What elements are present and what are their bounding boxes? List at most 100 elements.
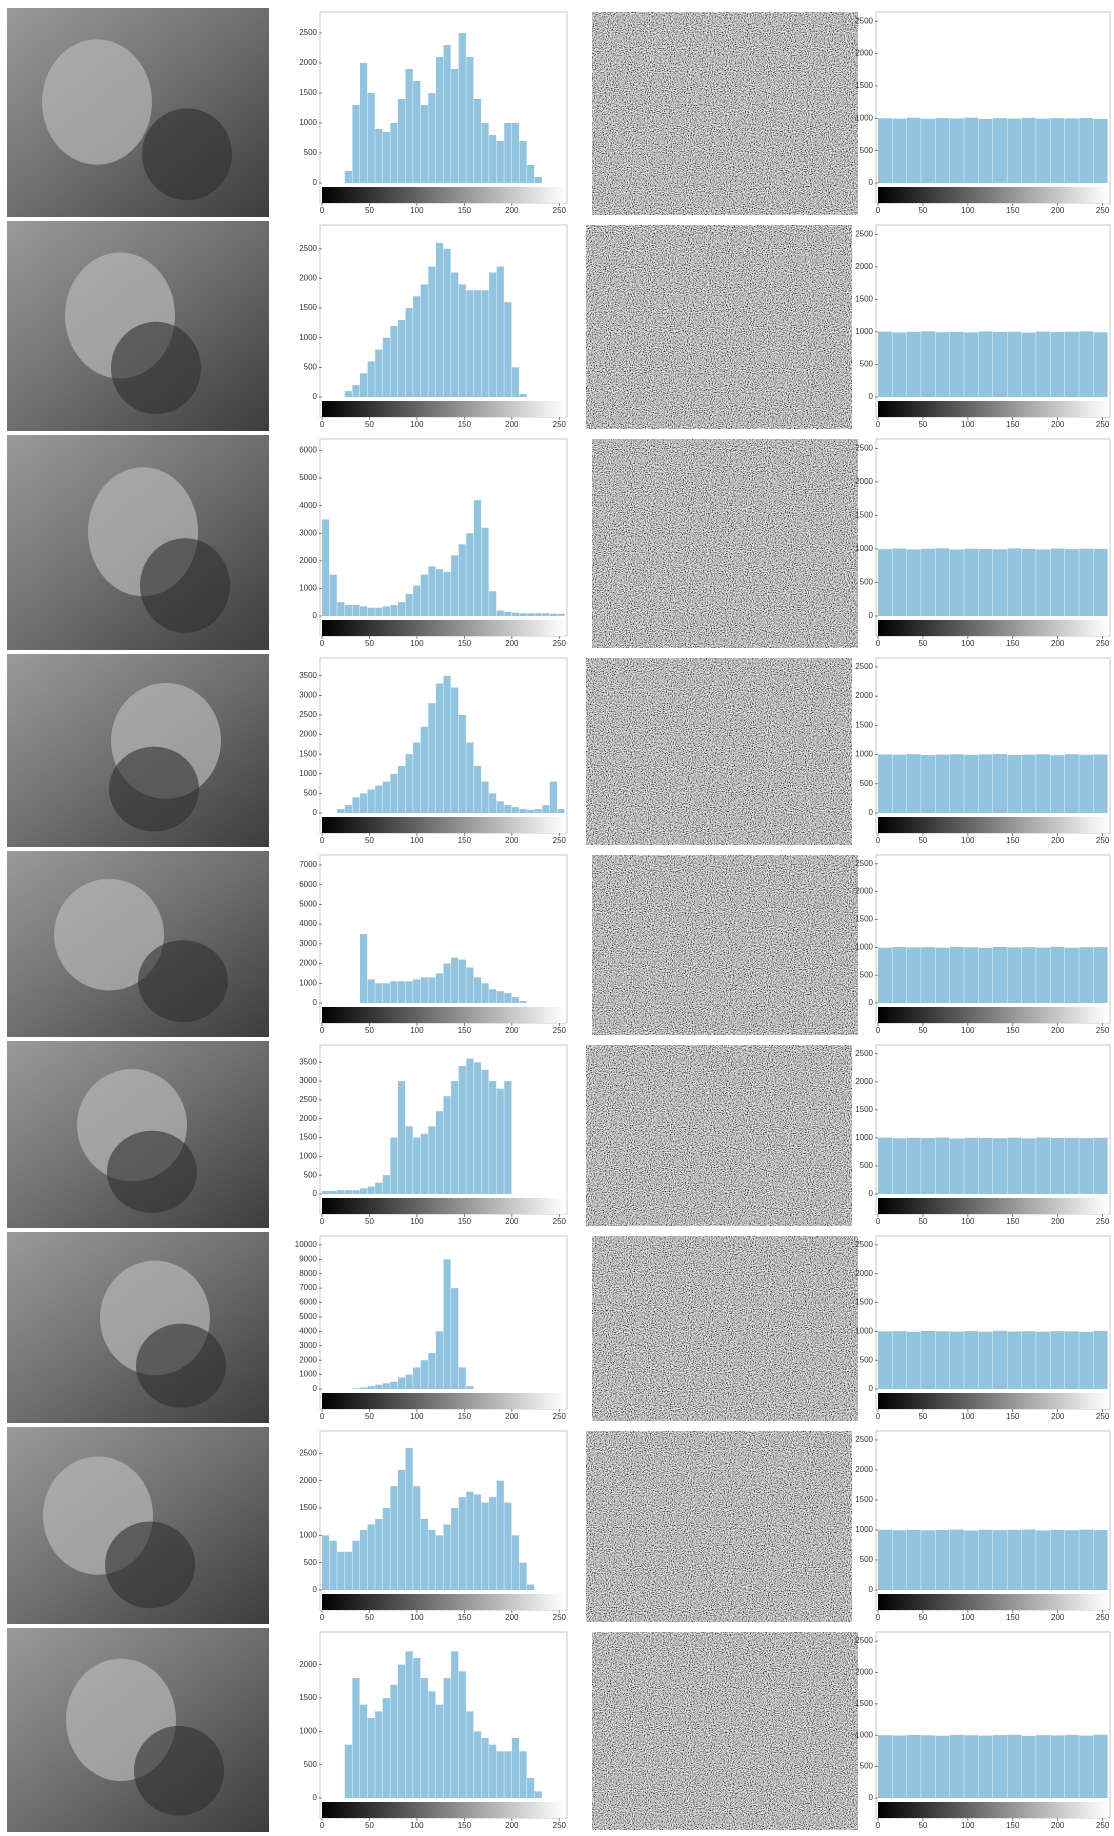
x-tick-label: 150 bbox=[458, 639, 472, 648]
y-tick-label: 2000 bbox=[299, 959, 317, 968]
histogram-bar bbox=[1094, 549, 1108, 616]
histogram-bar bbox=[322, 1535, 329, 1590]
histogram-bar bbox=[474, 977, 481, 1003]
histogram-bar bbox=[1051, 118, 1065, 183]
histogram-bar bbox=[360, 793, 367, 813]
histogram-bar bbox=[413, 742, 420, 813]
histogram-bar bbox=[398, 320, 405, 397]
histogram-bar bbox=[504, 993, 511, 1003]
histogram-bar bbox=[489, 1745, 496, 1798]
histogram-bar bbox=[406, 594, 413, 616]
histogram-bar bbox=[428, 566, 435, 616]
y-tick-label: 6000 bbox=[299, 1298, 317, 1307]
histogram-bar bbox=[368, 608, 375, 616]
x-tick-label: 250 bbox=[1096, 1217, 1110, 1226]
y-tick-label: 500 bbox=[860, 1762, 874, 1771]
x-tick-label: 100 bbox=[961, 1026, 975, 1035]
histogram-bar bbox=[921, 119, 935, 183]
gray-colorbar bbox=[322, 1594, 565, 1610]
histogram-bar bbox=[428, 1691, 435, 1798]
histogram-bar bbox=[1079, 118, 1093, 183]
histogram-bar bbox=[368, 789, 375, 813]
histogram-bar bbox=[459, 33, 466, 183]
histogram-bar bbox=[1094, 1530, 1108, 1590]
y-tick-label: 2500 bbox=[855, 1636, 873, 1645]
x-tick-label: 100 bbox=[961, 1613, 975, 1622]
histogram-bar bbox=[413, 296, 420, 397]
histogram-bar bbox=[892, 332, 906, 397]
y-tick-label: 1000 bbox=[855, 942, 873, 951]
histogram-bar bbox=[519, 141, 526, 183]
histogram-bar bbox=[950, 550, 964, 616]
histogram-bar bbox=[436, 1705, 443, 1798]
histogram-bar bbox=[892, 549, 906, 616]
x-tick-label: 100 bbox=[410, 1613, 424, 1622]
x-tick-label: 50 bbox=[365, 1821, 374, 1830]
histogram-bar bbox=[451, 1081, 458, 1194]
histogram-bar bbox=[907, 332, 921, 397]
x-tick-label: 250 bbox=[1096, 1026, 1110, 1035]
histogram-bar bbox=[383, 1175, 390, 1194]
histogram-bar bbox=[451, 1508, 458, 1590]
y-tick-label: 2000 bbox=[299, 1355, 317, 1364]
histogram-bar bbox=[481, 290, 488, 397]
x-tick-label: 150 bbox=[458, 1613, 472, 1622]
x-tick-label: 50 bbox=[918, 639, 927, 648]
histogram-bar bbox=[527, 165, 534, 183]
photo-shape bbox=[138, 940, 228, 1022]
gray-colorbar bbox=[322, 187, 565, 203]
histogram-bar bbox=[368, 93, 375, 183]
histogram-bar bbox=[406, 754, 413, 813]
histogram-bar bbox=[451, 958, 458, 1003]
histogram-bar bbox=[481, 1738, 488, 1798]
y-tick-label: 2500 bbox=[855, 1435, 873, 1444]
histogram-bar bbox=[950, 1735, 964, 1798]
x-tick-label: 0 bbox=[876, 1821, 881, 1830]
histogram-bar bbox=[466, 1059, 473, 1194]
histogram-bar bbox=[474, 766, 481, 813]
histogram-bar bbox=[436, 684, 443, 813]
y-tick-label: 5000 bbox=[299, 473, 317, 482]
histogram-bar bbox=[892, 755, 906, 813]
x-tick-label: 0 bbox=[320, 1026, 325, 1035]
histogram-bar bbox=[398, 1470, 405, 1590]
histogram-bar bbox=[352, 1190, 359, 1194]
histogram-bar bbox=[512, 367, 519, 397]
y-tick-label: 1500 bbox=[855, 1298, 873, 1307]
histogram-bar bbox=[979, 331, 993, 397]
histogram-bar bbox=[481, 1070, 488, 1194]
histogram-bar bbox=[360, 1188, 367, 1194]
y-tick-label: 0 bbox=[869, 998, 874, 1007]
histogram-bar bbox=[878, 332, 892, 397]
histogram-bar bbox=[360, 1530, 367, 1590]
histogram-bar bbox=[512, 1738, 519, 1798]
x-tick-label: 200 bbox=[505, 1613, 519, 1622]
histogram-bar bbox=[1036, 948, 1050, 1003]
x-tick-label: 50 bbox=[365, 420, 374, 429]
histogram-bar bbox=[1051, 755, 1065, 813]
histogram-bar bbox=[993, 754, 1007, 813]
histogram-bar bbox=[504, 612, 511, 616]
gray-colorbar bbox=[322, 1802, 565, 1818]
histogram-bar bbox=[1065, 1530, 1079, 1590]
histogram-bar bbox=[542, 805, 549, 813]
histogram-bar bbox=[878, 1331, 892, 1389]
y-tick-label: 2500 bbox=[855, 1049, 873, 1058]
y-tick-label: 8000 bbox=[299, 1269, 317, 1278]
y-tick-label: 2000 bbox=[855, 262, 873, 271]
histogram-bar bbox=[398, 766, 405, 813]
histogram-bar bbox=[451, 688, 458, 813]
histogram-bar bbox=[950, 947, 964, 1003]
y-tick-label: 2000 bbox=[299, 274, 317, 283]
histogram-bar bbox=[489, 273, 496, 398]
histogram-bar bbox=[1022, 333, 1036, 397]
histogram-bar bbox=[878, 549, 892, 616]
gray-colorbar bbox=[878, 1594, 1108, 1610]
y-tick-label: 0 bbox=[869, 1585, 874, 1594]
histogram-bar bbox=[936, 118, 950, 183]
histogram-bar bbox=[964, 1331, 978, 1389]
histogram-bar bbox=[1079, 1332, 1093, 1389]
y-tick-label: 10000 bbox=[295, 1240, 318, 1249]
histogram-bar bbox=[878, 1530, 892, 1590]
x-tick-label: 0 bbox=[876, 206, 881, 215]
